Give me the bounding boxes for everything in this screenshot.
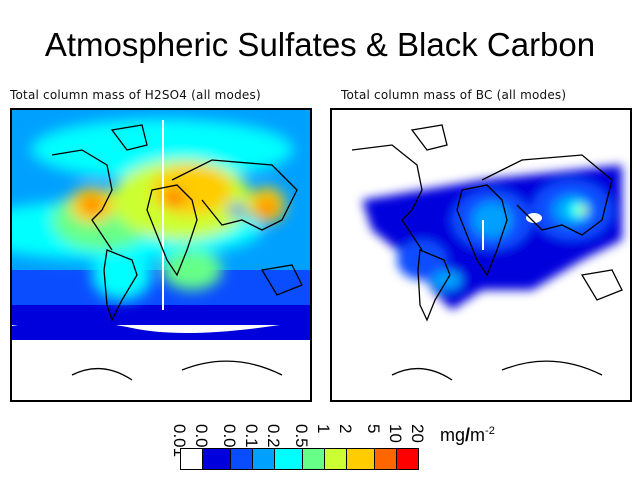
colorbar-swatch	[203, 449, 231, 469]
bc-map	[330, 108, 632, 402]
colorbar-swatch	[397, 449, 418, 469]
colorbar-swatch	[303, 449, 325, 469]
colorbar-swatch	[347, 449, 375, 469]
slide-title: Atmospheric Sulfates & Black Carbon	[44, 26, 596, 63]
h2so4-map	[10, 108, 312, 402]
colorbar-tick-label: 0.5	[292, 424, 311, 448]
unit-separator: /	[465, 425, 471, 445]
bc-map-title: Total column mass of BC (all modes)	[341, 88, 567, 102]
colorbar-swatch	[231, 449, 253, 469]
unit-m: m	[470, 425, 486, 445]
colorbar-swatch	[275, 449, 303, 469]
unit-exponent: -2	[485, 425, 495, 437]
colorbar	[180, 448, 419, 470]
colorbar-tick-label: 0.2	[264, 424, 283, 448]
colorbar-tick-label: 1	[314, 424, 333, 434]
h2so4-map-title: Total column mass of H2SO4 (all modes)	[10, 88, 261, 102]
colorbar-swatch	[325, 449, 347, 469]
colorbar-unit: mg/m-2	[440, 425, 495, 446]
colorbar-tick-label: 2	[336, 424, 355, 434]
colorbar-tick-label: 10	[386, 424, 405, 443]
colorbar-tick-label: 20	[408, 424, 427, 443]
unit-base: mg	[440, 425, 466, 445]
colorbar-swatch	[181, 449, 203, 469]
colorbar-tick-label: 0.1	[242, 424, 261, 448]
colorbar-swatch	[375, 449, 397, 469]
colorbar-swatch	[253, 449, 275, 469]
colorbar-tick-label: 5	[364, 424, 383, 434]
